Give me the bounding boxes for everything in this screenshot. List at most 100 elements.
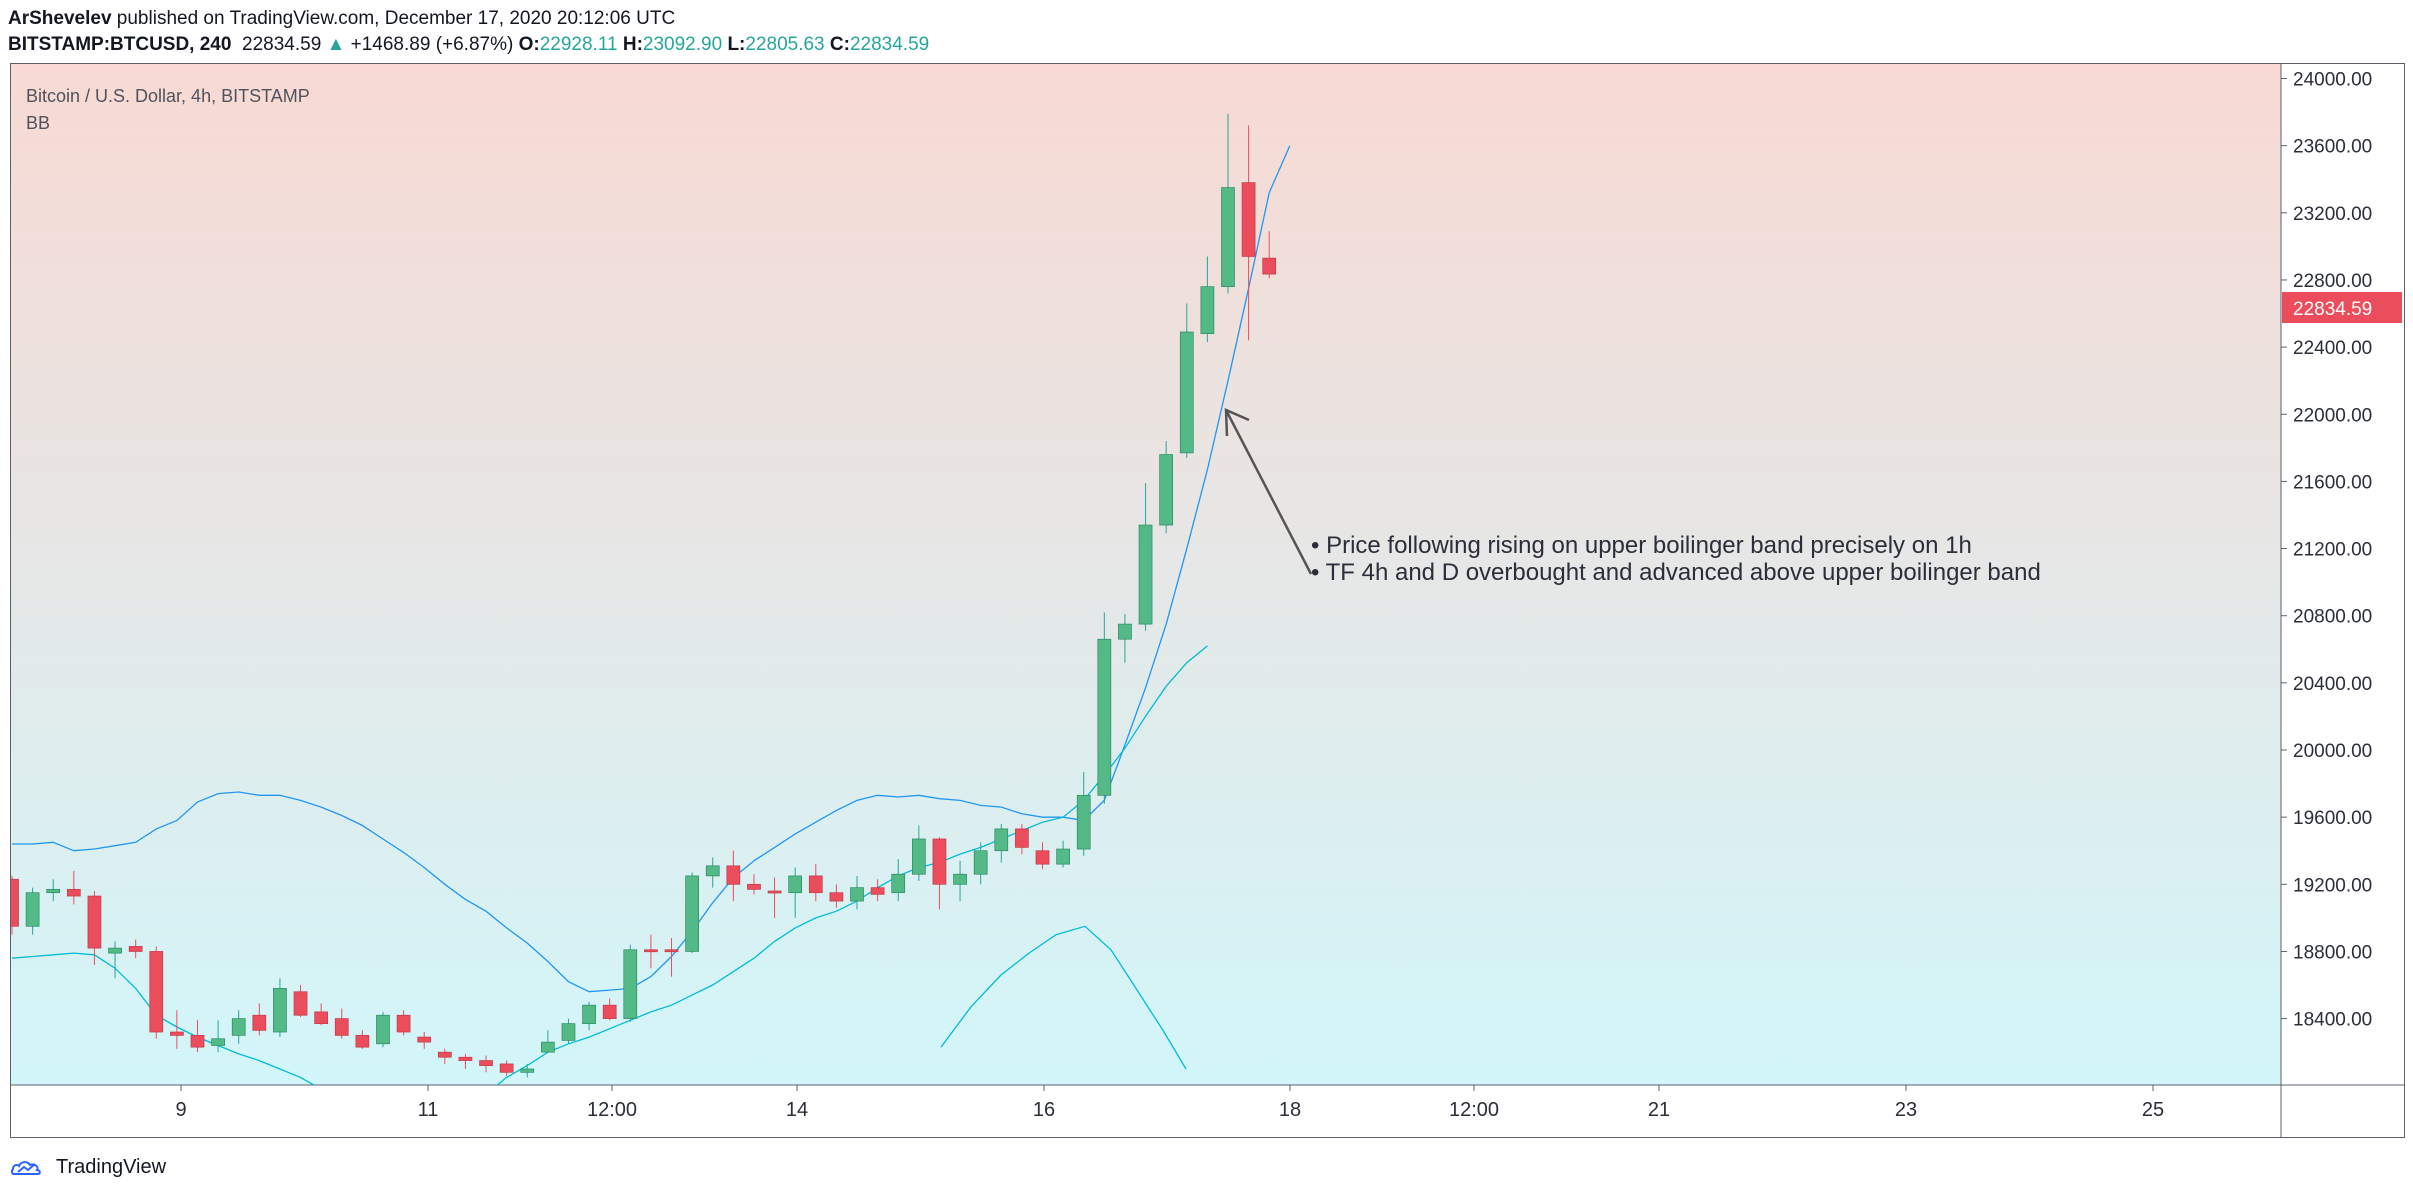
candle[interactable]: [46, 879, 61, 902]
candle[interactable]: [1262, 231, 1277, 279]
candle[interactable]: [1159, 441, 1174, 534]
candle[interactable]: [396, 1010, 411, 1036]
price-chart[interactable]: 24000.00 23600.00 23200.00 22800.00 22400.00…: [11, 64, 2404, 1137]
candle[interactable]: [788, 867, 803, 918]
candle[interactable]: [211, 1020, 225, 1053]
candle[interactable]: [644, 934, 658, 969]
candle[interactable]: [87, 891, 102, 965]
candle[interactable]: [1221, 113, 1235, 294]
candle-body-down: [170, 1031, 184, 1036]
candle[interactable]: [11, 875, 19, 935]
candle[interactable]: [1056, 840, 1070, 868]
price-axis[interactable]: 24000.00 23600.00 23200.00 22800.00 22400.00…: [2281, 70, 2372, 1031]
candle-body-up: [891, 873, 906, 894]
candle[interactable]: [479, 1055, 493, 1073]
candle[interactable]: [190, 1020, 205, 1053]
candle[interactable]: [437, 1048, 452, 1064]
candle[interactable]: [1241, 125, 1256, 341]
candle[interactable]: [623, 944, 638, 1022]
candle[interactable]: [376, 1011, 390, 1048]
candle[interactable]: [1076, 771, 1091, 856]
candle[interactable]: [602, 998, 617, 1021]
candle[interactable]: [170, 1010, 184, 1049]
candle[interactable]: [1015, 823, 1029, 855]
candle[interactable]: [850, 875, 864, 910]
candle[interactable]: [273, 978, 287, 1038]
candle-body-down: [870, 887, 885, 895]
candle[interactable]: [520, 1063, 535, 1078]
candle-body-up: [211, 1038, 225, 1046]
candle[interactable]: [66, 870, 81, 905]
candle[interactable]: [417, 1032, 432, 1049]
candle[interactable]: [355, 1030, 370, 1049]
candle-body-down: [499, 1063, 514, 1073]
candle[interactable]: [870, 879, 885, 902]
candle[interactable]: [829, 884, 844, 908]
candle[interactable]: [293, 985, 308, 1017]
candle-body-down: [932, 838, 947, 885]
candle-body-up: [108, 947, 122, 954]
candle-body-up: [25, 892, 40, 927]
y-tick-label: 23200.00: [2293, 204, 2372, 225]
author-name[interactable]: ArShevelev: [8, 8, 112, 29]
candle[interactable]: [149, 946, 164, 1039]
x-tick-label: 23: [1895, 1099, 1917, 1121]
candle[interactable]: [932, 837, 947, 910]
candle[interactable]: [1097, 612, 1112, 804]
chart-header: ArShevelev published on TradingView.com,…: [8, 0, 2408, 62]
tradingview-logo-icon[interactable]: [10, 1156, 50, 1178]
x-tick-label: 16: [1033, 1099, 1055, 1121]
candle[interactable]: [1035, 842, 1050, 870]
candle[interactable]: [25, 887, 40, 935]
candle[interactable]: [664, 938, 679, 977]
candle[interactable]: [767, 877, 782, 918]
candle[interactable]: [685, 872, 699, 954]
candle[interactable]: [108, 941, 122, 979]
candle[interactable]: [561, 1018, 576, 1044]
price-change: +1468.89 (+6.87%): [350, 34, 514, 55]
x-tick-label: 12:00: [1449, 1099, 1499, 1121]
candle-body-down: [87, 895, 102, 949]
annotation-line-2[interactable]: • TF 4h and D overbought and advanced ab…: [1311, 559, 2041, 586]
candle[interactable]: [499, 1060, 514, 1076]
candle-body-up: [1200, 286, 1215, 335]
candle[interactable]: [953, 860, 967, 902]
chart-frame[interactable]: 24000.00 23600.00 23200.00 22800.00 22400.00…: [10, 63, 2405, 1138]
candle[interactable]: [705, 857, 720, 888]
candle[interactable]: [582, 1001, 596, 1031]
candle[interactable]: [1200, 256, 1215, 343]
candle[interactable]: [1179, 303, 1194, 458]
candle[interactable]: [334, 1008, 349, 1039]
candle[interactable]: [726, 850, 741, 902]
annotation-arrow[interactable]: [1224, 408, 1313, 575]
candle[interactable]: [747, 874, 761, 895]
candle[interactable]: [314, 1003, 328, 1026]
tradingview-brand[interactable]: TradingView: [56, 1155, 167, 1178]
annotation-line-1[interactable]: • Price following rising on upper boilin…: [1311, 532, 1972, 559]
candle[interactable]: [911, 825, 926, 881]
candle[interactable]: [994, 823, 1009, 863]
candle[interactable]: [1138, 483, 1153, 631]
candle-body-down: [664, 949, 679, 953]
high-label: H:: [622, 34, 643, 55]
candle[interactable]: [231, 1010, 246, 1044]
candle[interactable]: [1118, 614, 1132, 663]
indicator-legend[interactable]: BB: [26, 113, 50, 133]
candle[interactable]: [808, 864, 823, 902]
last-price: 22834.59: [242, 34, 322, 55]
candle[interactable]: [458, 1053, 473, 1069]
candle-body-down: [355, 1035, 370, 1048]
candle[interactable]: [252, 1003, 267, 1036]
footer: TradingView: [10, 1152, 166, 1182]
candle[interactable]: [541, 1030, 555, 1053]
y-tick-label: 24000.00: [2293, 70, 2372, 91]
candle[interactable]: [128, 939, 143, 959]
candle-body-down: [1241, 182, 1256, 257]
candle-body-down: [396, 1014, 411, 1033]
candle-body-up: [520, 1068, 535, 1073]
candle[interactable]: [891, 859, 906, 902]
candle-body-up: [561, 1023, 576, 1041]
candle-body-down: [808, 875, 823, 894]
time-axis[interactable]: 9 11 12:00 14 16 18 12:00 21 23 25: [175, 1085, 2164, 1121]
candle[interactable]: [973, 842, 988, 885]
